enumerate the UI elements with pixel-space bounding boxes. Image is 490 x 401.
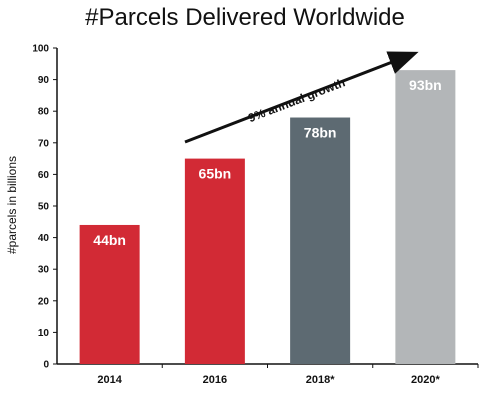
y-axis: 0 10 20 30 40 50 60 70 80 90 100 (32, 44, 58, 371)
y-tick-label: 100 (32, 44, 49, 55)
data-label: 44bn (93, 232, 126, 248)
y-tick-label: 50 (38, 202, 50, 213)
data-label: 78bn (304, 125, 337, 141)
data-label: 93bn (409, 77, 442, 93)
bar-2020 (395, 70, 456, 365)
y-tick-label: 80 (38, 107, 50, 118)
bar-2018 (290, 117, 351, 365)
y-tick-label: 90 (38, 75, 50, 86)
bar-2014 (79, 224, 140, 364)
y-axis-label: #parcels in billions (5, 156, 19, 254)
y-tick-label: 70 (38, 138, 50, 149)
x-tick-label: 2018* (306, 374, 335, 386)
x-tick-label: 2014 (97, 374, 122, 386)
growth-arrow (184, 51, 419, 144)
data-label: 65bn (199, 166, 232, 182)
x-tick-label: 2020* (411, 374, 440, 386)
bar-2016 (184, 158, 245, 364)
y-tick-label: 10 (38, 328, 50, 339)
chart-title: #Parcels Delivered Worldwide (85, 4, 405, 31)
x-axis: 2014 2016 2018* 2020* (57, 363, 479, 386)
y-tick-label: 60 (38, 170, 50, 181)
y-tick-label: 30 (38, 265, 50, 276)
y-tick-label: 0 (43, 360, 49, 371)
y-tick-label: 40 (38, 233, 50, 244)
x-tick-label: 2016 (203, 374, 227, 386)
data-labels: 44bn 65bn 78bn 93bn (93, 77, 441, 248)
y-tick-label: 20 (38, 296, 50, 307)
bars (79, 70, 456, 365)
